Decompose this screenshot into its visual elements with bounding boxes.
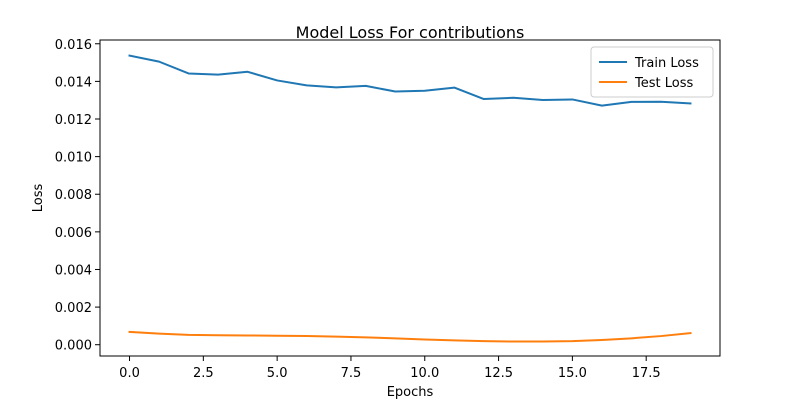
x-axis-label: Epochs (387, 385, 434, 400)
legend-box (590, 46, 714, 98)
x-tick-label: 15.0 (558, 366, 587, 381)
series-layer (128, 54, 692, 343)
series-line-train-loss (128, 54, 692, 107)
plot-frame (99, 39, 721, 357)
x-tick-label: 5.0 (267, 366, 288, 381)
y-axis-label: Loss (31, 184, 46, 213)
x-tick-label: 2.5 (193, 366, 214, 381)
y-tick-label: 0.016 (55, 38, 92, 53)
x-tick-label: 12.5 (484, 366, 513, 381)
y-axis-ticks: 0.000 0.002 0.004 0.006 0.008 0.010 0.012 0.014… (55, 38, 100, 354)
series-line-test-loss (128, 330, 692, 343)
y-tick-label: 0.012 (55, 113, 92, 128)
x-axis-ticks: 0.0 2.5 5.0 7.5 10.0 12.5 15.0 17.5 (119, 356, 661, 381)
y-tick-label: 0.000 (55, 339, 92, 354)
chart-title: Model Loss For contributions (296, 23, 525, 42)
y-tick-label: 0.002 (55, 301, 92, 316)
legend: Train Loss Test Loss (590, 46, 714, 98)
x-tick-label: 7.5 (341, 366, 362, 381)
y-tick-label: 0.004 (55, 263, 92, 278)
x-tick-label: 17.5 (632, 366, 661, 381)
x-tick-label: 0.0 (119, 366, 140, 381)
y-tick-label: 0.014 (55, 75, 92, 90)
y-tick-label: 0.010 (55, 151, 92, 166)
legend-label: Test Loss (634, 76, 693, 91)
y-tick-label: 0.008 (55, 188, 92, 203)
y-tick-label: 0.006 (55, 226, 92, 241)
x-tick-label: 10.0 (410, 366, 439, 381)
legend-label: Train Loss (634, 56, 699, 71)
